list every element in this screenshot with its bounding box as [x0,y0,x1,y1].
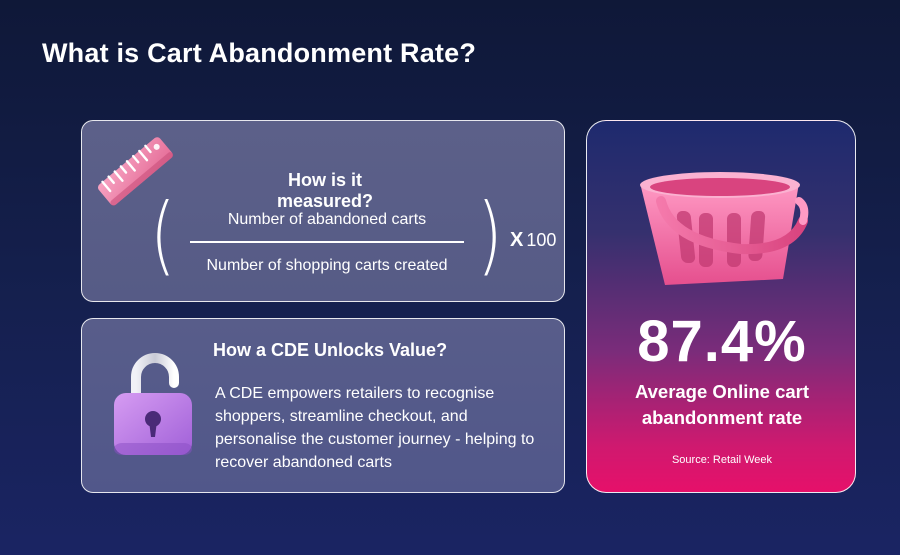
stat-caption-line1: Average Online cart [634,381,810,402]
cde-heading: How a CDE Unlocks Value? [213,340,448,360]
cde-description: A CDE empowers retailers to recognise sh… [215,385,535,471]
measure-heading: How is it measured? [276,170,374,211]
formula-denominator: Number of shopping carts created [206,257,448,274]
stat-caption: Average Online cart abandonment rate [587,379,857,431]
source-note: Source: Retail Week [671,454,773,466]
multiply-symbol: X [510,229,524,251]
left-parenthesis: ( [150,185,176,285]
right-parenthesis: ) [477,185,503,285]
abandonment-rate-value: 87.4% [637,309,807,374]
stat-card: 87.4% Average Online cart abandonment ra… [586,120,856,493]
open-padlock-icon [114,353,192,455]
ruler-icon [97,137,174,206]
formula-multiplier: X 100 [510,229,556,252]
formula-numerator: Number of abandoned carts [227,211,427,228]
multiplier-value: 100 [526,230,557,250]
shopping-basket-icon [640,172,809,285]
stat-caption-line2: abandonment rate [641,407,803,428]
cde-card: How a CDE Unlocks Value? A CDE empowers … [81,318,565,493]
measure-card: How is it measured? ( Number of abandone… [81,120,565,302]
fraction-bar [190,241,464,243]
page-title: What is Cart Abandonment Rate? [42,38,477,68]
